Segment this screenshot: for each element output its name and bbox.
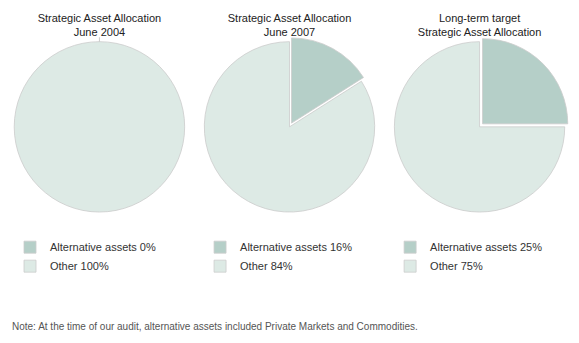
svg-text:Other 75%: Other 75% [430,260,483,272]
svg-text:Other 84%: Other 84% [240,260,293,272]
svg-text:Alternative assets 25%: Alternative assets 25% [430,241,542,253]
svg-text:Note: At the time of our audit: Note: At the time of our audit, alternat… [12,321,418,332]
svg-text:Strategic Asset AllocationJune: Strategic Asset AllocationJune 2004 [38,12,162,38]
svg-text:Alternative assets 0%: Alternative assets 0% [50,241,156,253]
svg-text:Long-term targetStrategic Asse: Long-term targetStrategic Asset Allocati… [418,12,542,38]
svg-text:Other 100%: Other 100% [50,260,109,272]
svg-text:Strategic Asset AllocationJune: Strategic Asset AllocationJune 2007 [228,12,352,38]
svg-text:Alternative assets 16%: Alternative assets 16% [240,241,352,253]
